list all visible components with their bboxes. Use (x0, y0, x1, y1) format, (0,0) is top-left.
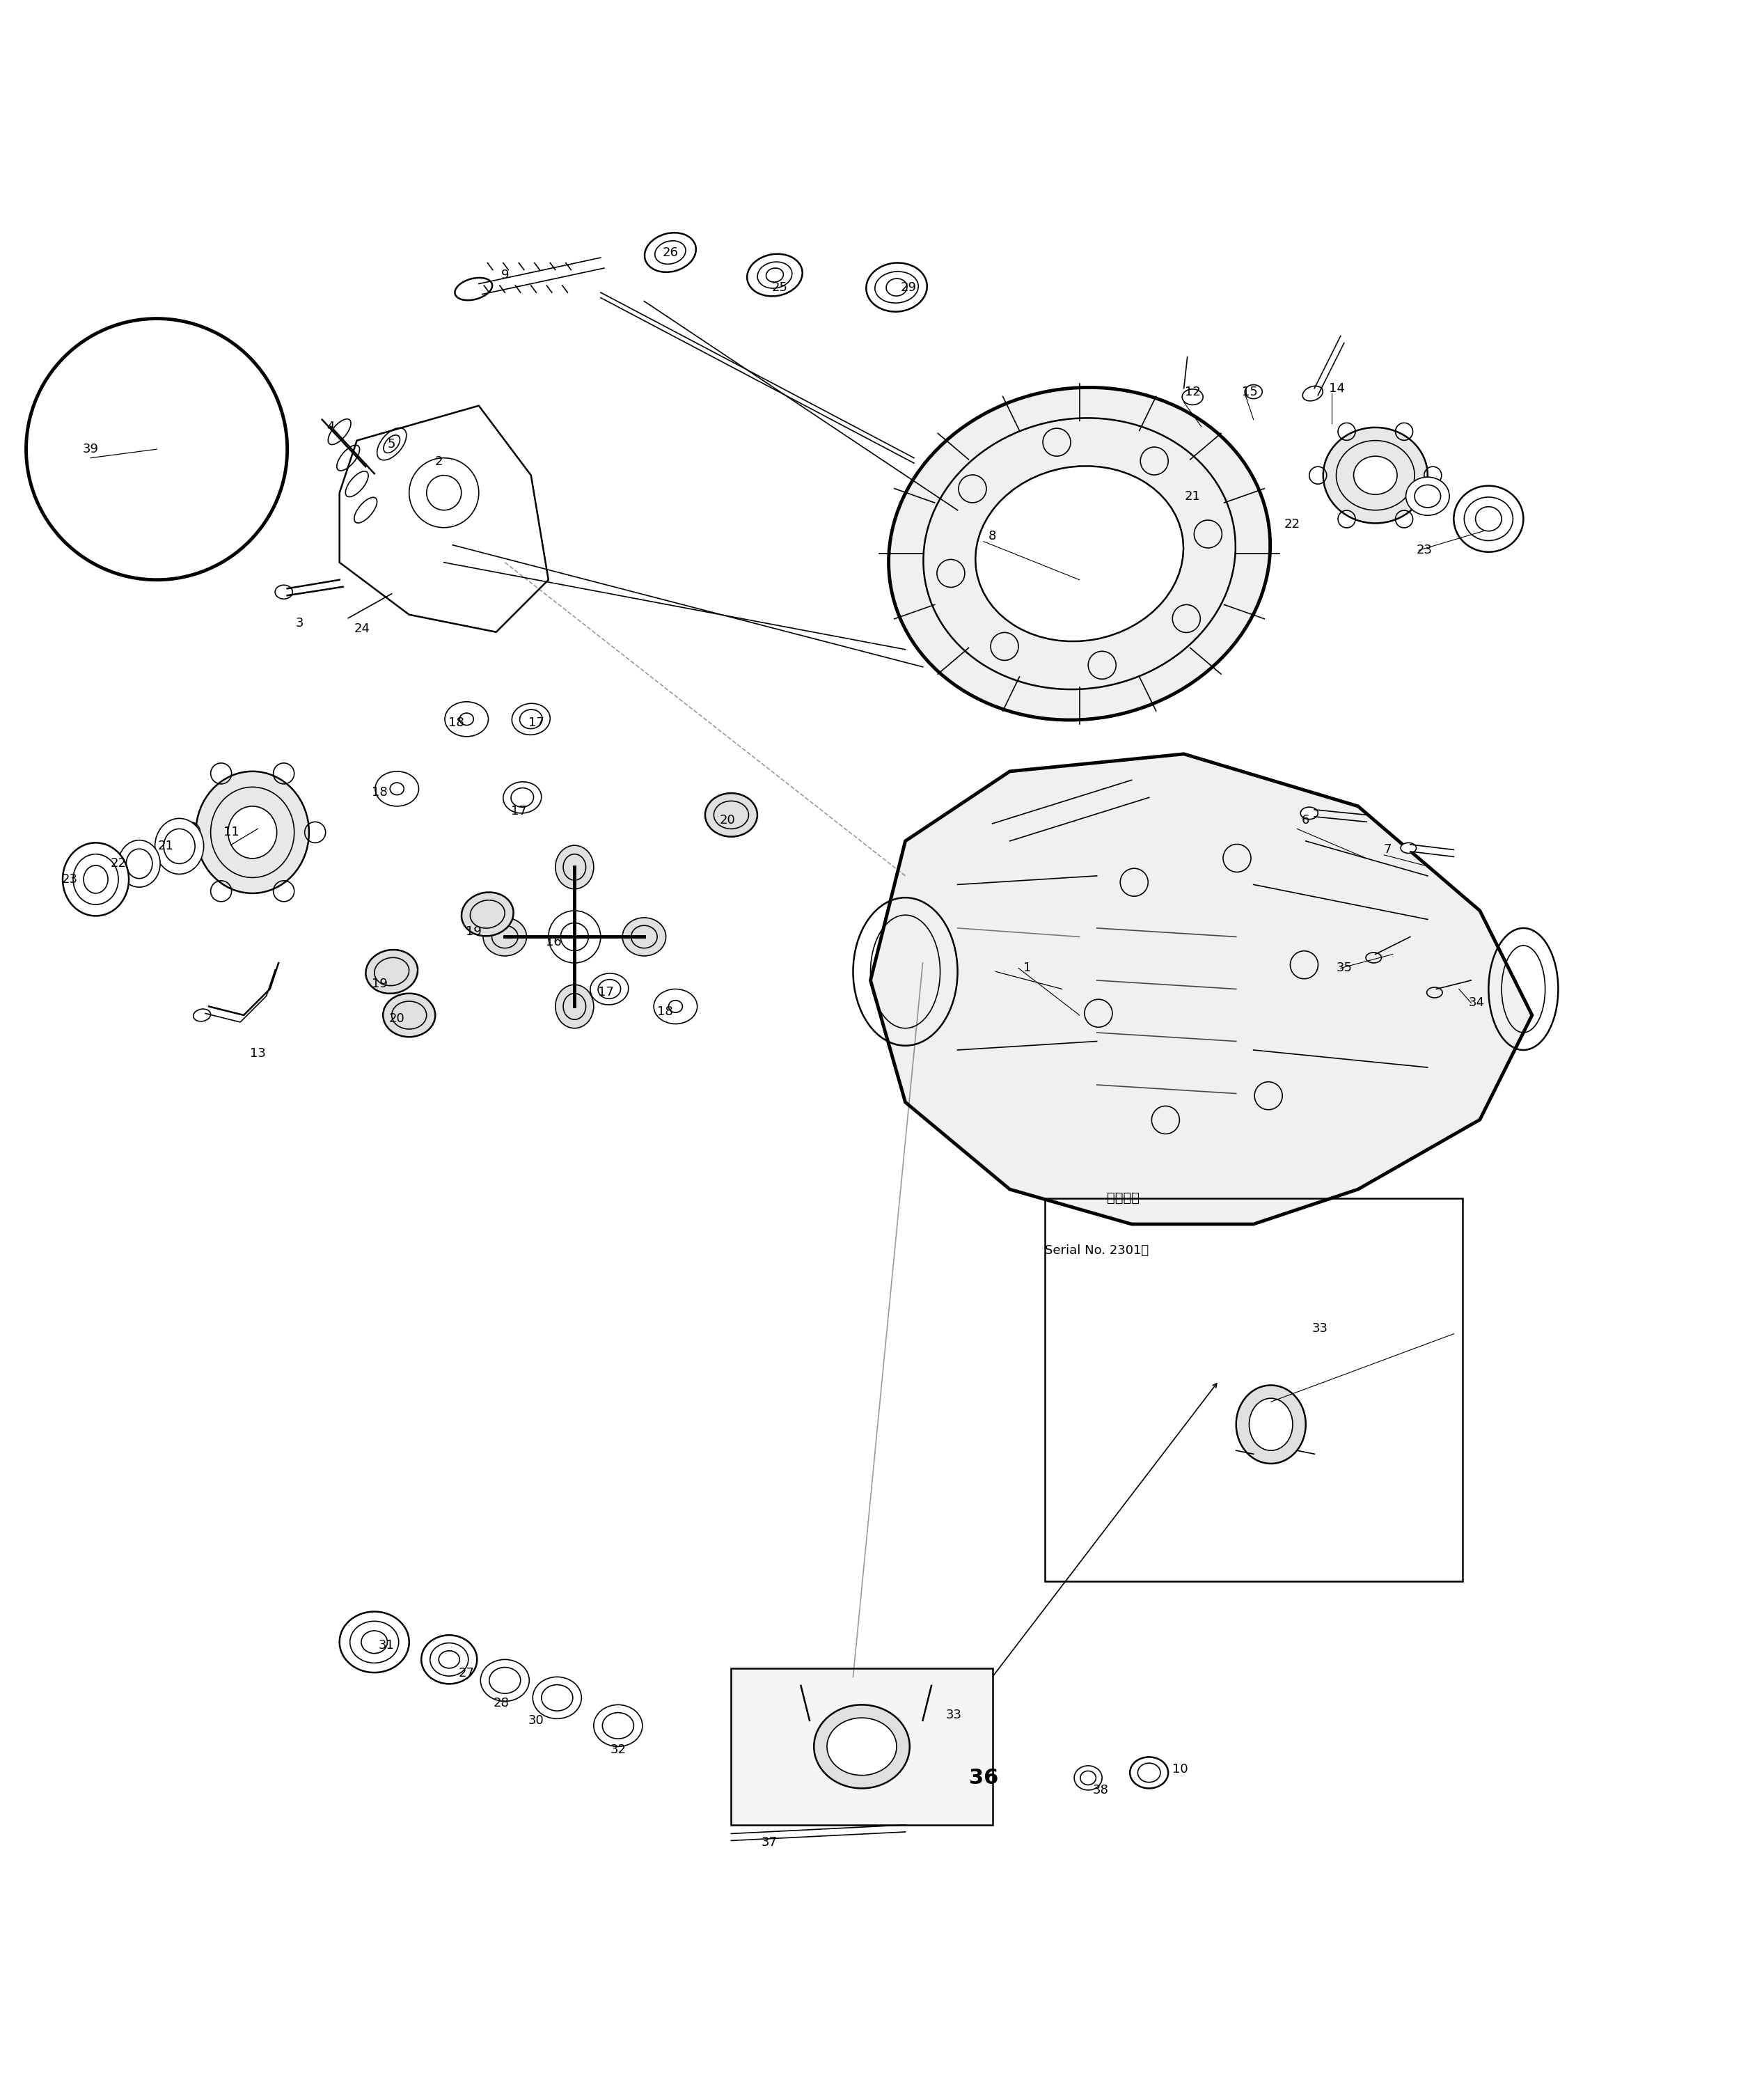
Text: 6: 6 (1302, 815, 1309, 827)
Ellipse shape (193, 1008, 211, 1021)
Text: 10: 10 (1172, 1762, 1189, 1774)
Ellipse shape (481, 1659, 529, 1701)
Ellipse shape (1354, 456, 1398, 494)
Ellipse shape (1454, 485, 1523, 552)
Text: 9: 9 (501, 269, 508, 281)
Ellipse shape (813, 1705, 909, 1789)
Text: 20: 20 (719, 815, 736, 827)
Ellipse shape (705, 794, 757, 836)
Text: 18: 18 (447, 716, 465, 729)
Text: 38: 38 (1092, 1783, 1109, 1795)
Text: 1: 1 (1024, 962, 1031, 974)
Text: 33: 33 (1311, 1323, 1328, 1336)
Text: 適用号機: 適用号機 (1107, 1191, 1139, 1205)
Ellipse shape (503, 781, 541, 813)
Text: 17: 17 (528, 716, 545, 729)
Text: 30: 30 (528, 1714, 545, 1726)
Ellipse shape (366, 949, 418, 993)
Text: 17: 17 (510, 804, 528, 817)
Text: 12: 12 (1184, 386, 1201, 399)
Ellipse shape (195, 771, 310, 893)
Text: 39: 39 (82, 443, 99, 456)
Ellipse shape (1302, 386, 1323, 401)
Text: Serial No. 2301～: Serial No. 2301～ (1045, 1243, 1149, 1256)
Text: 24: 24 (353, 622, 371, 634)
Ellipse shape (867, 262, 926, 311)
Ellipse shape (1182, 388, 1203, 405)
Ellipse shape (339, 1611, 409, 1672)
Ellipse shape (1323, 428, 1428, 523)
Ellipse shape (1402, 842, 1417, 853)
Text: 32: 32 (609, 1743, 627, 1756)
Ellipse shape (1130, 1758, 1168, 1789)
Ellipse shape (383, 993, 435, 1037)
Text: 13: 13 (249, 1048, 266, 1060)
Text: 36: 36 (970, 1768, 998, 1787)
Ellipse shape (454, 277, 493, 300)
Ellipse shape (655, 989, 696, 1025)
Text: 22: 22 (110, 857, 127, 869)
Text: 21: 21 (157, 840, 174, 853)
Ellipse shape (421, 1636, 477, 1684)
Text: 15: 15 (1241, 386, 1259, 399)
Ellipse shape (376, 771, 420, 806)
Text: 31: 31 (378, 1640, 395, 1653)
Text: 19: 19 (371, 979, 388, 989)
Text: 3: 3 (296, 617, 303, 630)
Ellipse shape (555, 985, 594, 1029)
Ellipse shape (555, 846, 594, 888)
Text: 23: 23 (1415, 544, 1433, 556)
Ellipse shape (1236, 1386, 1306, 1464)
Text: 26: 26 (662, 246, 679, 258)
Ellipse shape (228, 806, 277, 859)
Text: 19: 19 (465, 926, 482, 939)
Text: 7: 7 (1384, 844, 1391, 857)
Text: 27: 27 (458, 1667, 475, 1680)
Polygon shape (731, 1667, 992, 1825)
Ellipse shape (118, 840, 160, 886)
Ellipse shape (827, 1718, 897, 1774)
Text: 22: 22 (1283, 519, 1301, 531)
Ellipse shape (155, 819, 204, 874)
Ellipse shape (975, 466, 1184, 640)
Ellipse shape (644, 233, 696, 273)
Text: 17: 17 (597, 987, 615, 1000)
Text: 5: 5 (388, 437, 395, 449)
Ellipse shape (533, 1678, 581, 1718)
Text: 4: 4 (327, 420, 334, 433)
Ellipse shape (1405, 477, 1449, 514)
Text: 20: 20 (388, 1012, 406, 1025)
Text: 34: 34 (1468, 997, 1485, 1010)
Text: 14: 14 (1328, 382, 1346, 395)
Polygon shape (870, 754, 1532, 1224)
Ellipse shape (446, 701, 487, 737)
Bar (1045, 1197, 1462, 1581)
Ellipse shape (590, 972, 629, 1004)
Text: 2: 2 (435, 456, 442, 468)
Ellipse shape (1301, 806, 1318, 819)
Ellipse shape (1248, 1399, 1292, 1451)
Ellipse shape (747, 254, 803, 296)
Text: 18: 18 (656, 1006, 674, 1018)
Ellipse shape (63, 842, 129, 916)
Text: 11: 11 (223, 825, 240, 838)
Text: 28: 28 (493, 1697, 510, 1709)
Text: 37: 37 (761, 1835, 778, 1848)
Text: 8: 8 (989, 529, 996, 542)
Ellipse shape (461, 892, 514, 937)
Ellipse shape (484, 918, 528, 956)
Text: 29: 29 (900, 281, 918, 294)
Text: 18: 18 (371, 785, 388, 798)
Ellipse shape (1074, 1766, 1102, 1789)
Ellipse shape (888, 386, 1271, 720)
Text: 35: 35 (1335, 962, 1353, 974)
Text: 23: 23 (61, 874, 78, 886)
Ellipse shape (594, 1705, 642, 1747)
Ellipse shape (512, 704, 550, 735)
Text: 33: 33 (945, 1709, 963, 1722)
Text: 21: 21 (1184, 489, 1201, 502)
Text: 16: 16 (545, 937, 562, 949)
Text: 25: 25 (771, 281, 789, 294)
Ellipse shape (623, 918, 665, 956)
